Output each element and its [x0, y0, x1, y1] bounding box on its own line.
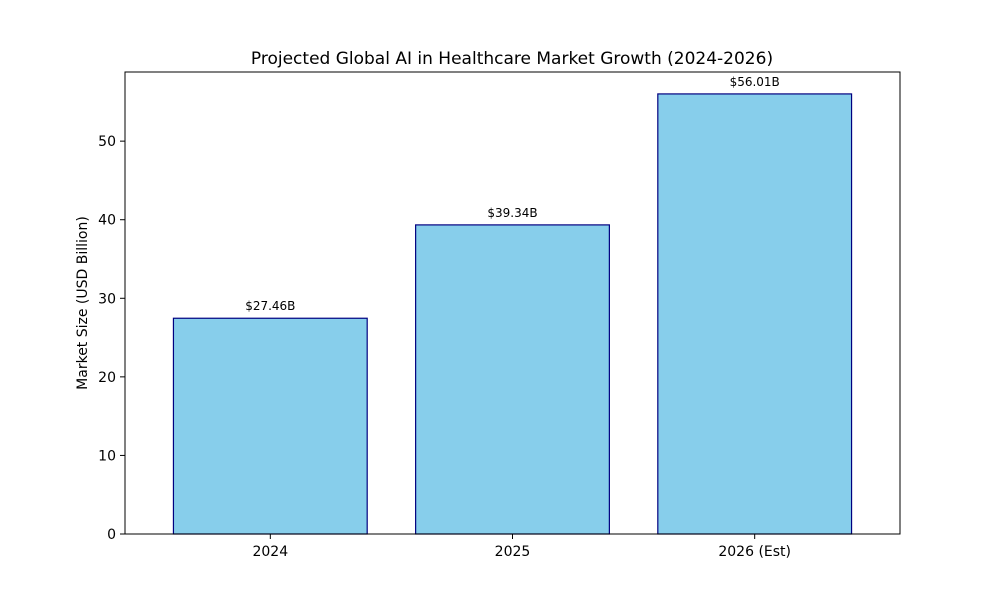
- data-label: $27.46B: [245, 299, 295, 313]
- y-tick-label: 30: [98, 291, 116, 307]
- data-label: $56.01B: [730, 75, 780, 89]
- y-tick-label: 10: [98, 448, 116, 464]
- data-labels-layer: $27.46B $39.34B $56.01B: [245, 75, 780, 313]
- y-axis-ticks: 0 10 20 30 40 50: [98, 134, 125, 543]
- bar-2024: [172, 317, 368, 535]
- bar-2026-est: [657, 93, 853, 535]
- y-tick-label: 20: [98, 370, 116, 386]
- chart-title: Projected Global AI in Healthcare Market…: [251, 49, 773, 69]
- x-tick-label: 2024: [252, 544, 288, 560]
- y-tick-label: 40: [98, 213, 116, 229]
- y-axis-label: Market Size (USD Billion): [75, 216, 91, 390]
- x-axis-ticks: 2024 2025 2026 (Est): [252, 534, 791, 560]
- bar-2025: [415, 224, 610, 535]
- x-tick-label: 2025: [495, 544, 531, 560]
- y-tick-label: 50: [98, 134, 116, 150]
- data-label: $39.34B: [487, 206, 537, 220]
- x-tick-label: 2026 (Est): [718, 544, 791, 560]
- y-tick-label: 0: [107, 527, 116, 543]
- bars-layer: [172, 93, 853, 535]
